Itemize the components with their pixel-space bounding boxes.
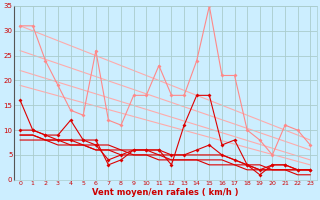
X-axis label: Vent moyen/en rafales ( km/h ): Vent moyen/en rafales ( km/h ) <box>92 188 238 197</box>
